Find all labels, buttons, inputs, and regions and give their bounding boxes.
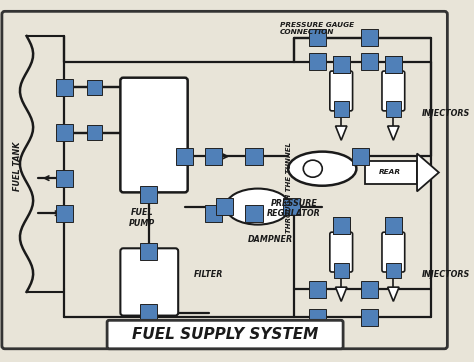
Bar: [385, 217, 402, 234]
Ellipse shape: [226, 189, 290, 224]
Text: PRESSURE
REGULATOR: PRESSURE REGULATOR: [267, 199, 321, 218]
Text: FUEL
PUMP: FUEL PUMP: [129, 209, 155, 228]
Bar: [385, 56, 402, 73]
Polygon shape: [336, 287, 347, 302]
Bar: [334, 262, 349, 278]
Bar: [385, 217, 402, 234]
Bar: [386, 262, 401, 278]
Bar: [56, 205, 73, 222]
Bar: [386, 101, 401, 117]
FancyBboxPatch shape: [107, 320, 343, 349]
Bar: [385, 56, 402, 73]
Polygon shape: [417, 153, 439, 191]
Text: PRESSURE GAUGE
CONNECTION: PRESSURE GAUGE CONNECTION: [280, 22, 354, 35]
Bar: [87, 125, 102, 140]
Bar: [333, 217, 350, 234]
Bar: [309, 53, 326, 70]
Bar: [309, 281, 326, 298]
Bar: [309, 29, 326, 46]
Bar: [246, 148, 263, 165]
Bar: [361, 29, 378, 46]
Text: FILTER: FILTER: [194, 270, 224, 279]
Text: THROUGH THE TUNNEL: THROUGH THE TUNNEL: [286, 142, 292, 233]
FancyBboxPatch shape: [382, 71, 405, 111]
Polygon shape: [336, 126, 347, 140]
Bar: [309, 309, 326, 326]
Bar: [205, 205, 222, 222]
Text: REAR: REAR: [379, 169, 401, 176]
Bar: [352, 148, 369, 165]
Bar: [334, 101, 349, 117]
Bar: [216, 198, 233, 215]
Ellipse shape: [288, 152, 356, 186]
Polygon shape: [388, 287, 399, 302]
Text: INJECTORS: INJECTORS: [422, 109, 470, 118]
FancyBboxPatch shape: [382, 232, 405, 272]
Bar: [56, 124, 73, 141]
Text: FUEL SUPPLY SYSTEM: FUEL SUPPLY SYSTEM: [131, 327, 318, 342]
Bar: [365, 161, 417, 184]
FancyBboxPatch shape: [120, 248, 178, 316]
Bar: [140, 304, 157, 321]
Bar: [361, 309, 378, 326]
Bar: [361, 281, 378, 298]
Bar: [56, 79, 73, 96]
Bar: [283, 198, 301, 215]
FancyBboxPatch shape: [120, 78, 188, 192]
Text: INJECTORS: INJECTORS: [422, 270, 470, 279]
Text: DAMPNER: DAMPNER: [247, 235, 292, 244]
Bar: [87, 80, 102, 95]
Bar: [56, 170, 73, 187]
Bar: [205, 148, 222, 165]
Bar: [140, 243, 157, 260]
Bar: [361, 53, 378, 70]
Bar: [176, 148, 193, 165]
Bar: [140, 186, 157, 203]
Text: FUEL TANK: FUEL TANK: [12, 141, 21, 190]
FancyBboxPatch shape: [2, 11, 447, 349]
Bar: [333, 56, 350, 73]
Ellipse shape: [303, 160, 322, 177]
Bar: [246, 205, 263, 222]
FancyBboxPatch shape: [330, 232, 353, 272]
FancyBboxPatch shape: [330, 71, 353, 111]
Bar: [333, 217, 350, 234]
Polygon shape: [388, 126, 399, 140]
Bar: [333, 56, 350, 73]
